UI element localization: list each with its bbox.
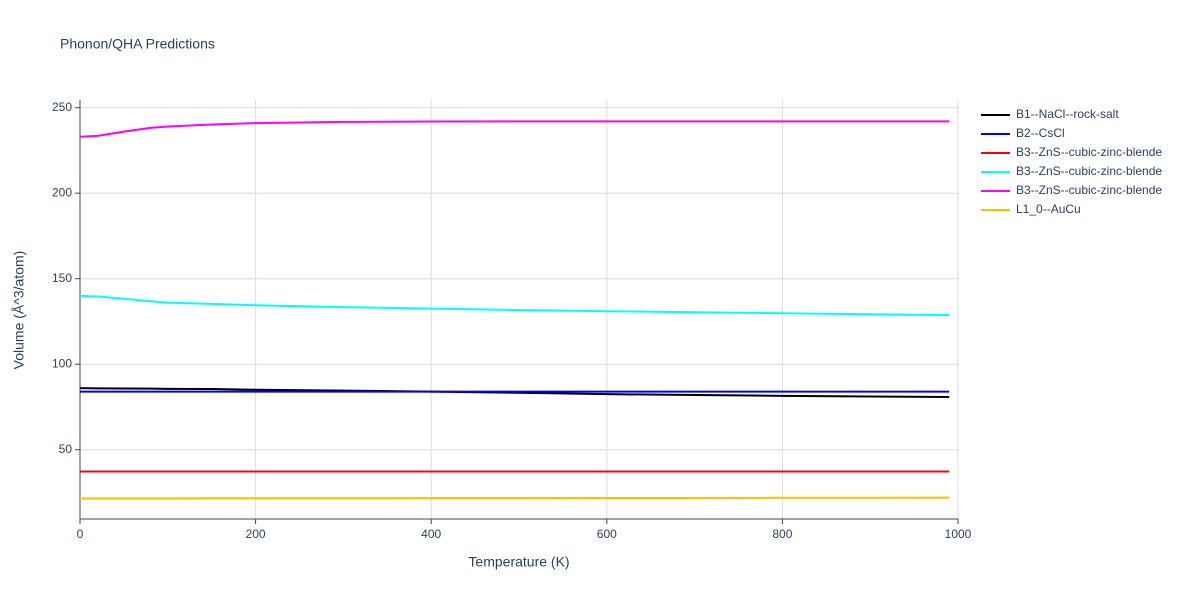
chart-title: Phonon/QHA Predictions bbox=[60, 36, 215, 52]
y-tick-label: 200 bbox=[52, 185, 72, 199]
legend-label: B3--ZnS--cubic-zinc-blende bbox=[1016, 145, 1162, 159]
legend-label: B1--NaCl--rock-salt bbox=[1016, 107, 1119, 121]
x-axis-label: Temperature (K) bbox=[468, 554, 569, 570]
x-tick-label: 200 bbox=[246, 527, 266, 541]
y-tick-label: 100 bbox=[52, 356, 72, 370]
y-tick-label: 150 bbox=[52, 271, 72, 285]
legend-label: B2--CsCl bbox=[1016, 126, 1065, 140]
y-axis-label: Volume (Å^3/atom) bbox=[11, 251, 27, 370]
x-tick-label: 0 bbox=[77, 527, 84, 541]
legend-label: B3--ZnS--cubic-zinc-blende bbox=[1016, 183, 1162, 197]
x-tick-label: 400 bbox=[421, 527, 441, 541]
legend-label: B3--ZnS--cubic-zinc-blende bbox=[1016, 164, 1162, 178]
line-series bbox=[79, 120, 950, 138]
line-series bbox=[79, 387, 950, 399]
x-tick-label: 1000 bbox=[945, 527, 972, 541]
y-tick-label: 250 bbox=[52, 100, 72, 114]
line-series bbox=[80, 496, 950, 500]
legend-label: L1_0--AuCu bbox=[1016, 202, 1081, 216]
x-tick-label: 600 bbox=[597, 527, 617, 541]
line-series bbox=[79, 294, 950, 316]
x-tick-label: 800 bbox=[772, 527, 792, 541]
y-tick-label: 50 bbox=[59, 442, 73, 456]
